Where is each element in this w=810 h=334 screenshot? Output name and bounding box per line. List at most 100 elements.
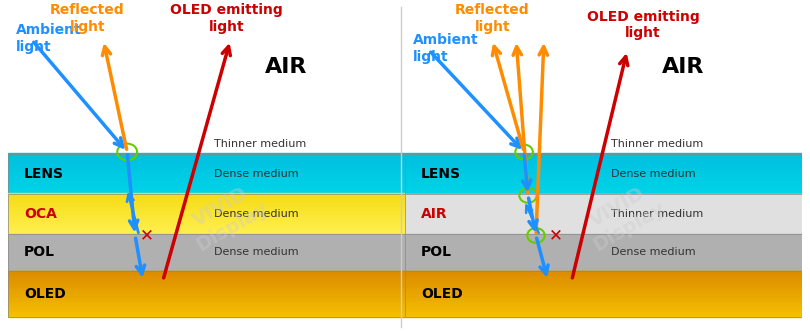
- Bar: [8, 179, 405, 180]
- Bar: [8, 159, 405, 160]
- Text: Dense medium: Dense medium: [215, 169, 299, 179]
- Bar: [405, 180, 802, 182]
- Bar: [405, 179, 802, 180]
- Text: POL: POL: [421, 245, 452, 259]
- Bar: [8, 309, 405, 310]
- Text: Thinner medium: Thinner medium: [612, 139, 704, 149]
- Bar: [8, 229, 405, 232]
- Bar: [8, 157, 405, 159]
- Bar: [405, 300, 802, 301]
- Text: OLED: OLED: [421, 287, 463, 301]
- Bar: [8, 171, 405, 172]
- Bar: [405, 307, 802, 308]
- Bar: [8, 156, 405, 158]
- Bar: [8, 205, 405, 208]
- Bar: [405, 292, 802, 293]
- Bar: [405, 303, 802, 304]
- Bar: [8, 160, 405, 162]
- Text: Reflected
light: Reflected light: [50, 3, 125, 33]
- Bar: [405, 282, 802, 283]
- Bar: [405, 167, 802, 168]
- Bar: [8, 280, 405, 281]
- Bar: [8, 291, 405, 292]
- Bar: [405, 183, 802, 184]
- Bar: [405, 169, 802, 171]
- Bar: [8, 211, 405, 214]
- Bar: [405, 194, 802, 234]
- Bar: [8, 153, 405, 155]
- Bar: [8, 195, 405, 198]
- Bar: [405, 295, 802, 296]
- Bar: [8, 299, 405, 300]
- Bar: [8, 276, 405, 277]
- Bar: [405, 168, 802, 170]
- Bar: [405, 308, 802, 309]
- Bar: [8, 188, 405, 190]
- Text: ✕: ✕: [549, 226, 563, 244]
- Bar: [8, 285, 405, 286]
- Bar: [405, 275, 802, 276]
- Bar: [405, 165, 802, 167]
- Bar: [405, 306, 802, 307]
- Text: Ambient
light: Ambient light: [16, 23, 82, 53]
- Bar: [8, 289, 405, 290]
- Bar: [405, 163, 802, 164]
- Bar: [8, 221, 405, 224]
- Bar: [8, 225, 405, 228]
- Bar: [405, 272, 802, 273]
- Bar: [8, 184, 405, 186]
- Bar: [405, 161, 802, 163]
- Bar: [405, 316, 802, 317]
- Bar: [405, 284, 802, 285]
- Bar: [8, 281, 405, 282]
- Bar: [8, 313, 405, 314]
- Bar: [8, 183, 405, 184]
- Bar: [8, 286, 405, 287]
- Bar: [405, 154, 802, 194]
- Bar: [8, 199, 405, 202]
- Text: VIVID
Display: VIVID Display: [578, 179, 668, 255]
- Bar: [405, 279, 802, 280]
- Bar: [405, 159, 802, 160]
- Bar: [8, 274, 405, 275]
- Bar: [405, 192, 802, 194]
- Bar: [8, 290, 405, 291]
- Bar: [405, 278, 802, 279]
- Bar: [8, 304, 405, 305]
- Bar: [405, 309, 802, 310]
- Text: OLED emitting
light: OLED emitting light: [586, 10, 700, 40]
- Bar: [405, 276, 802, 277]
- Bar: [405, 175, 802, 176]
- Bar: [8, 197, 405, 200]
- Bar: [405, 311, 802, 312]
- Text: Dense medium: Dense medium: [612, 247, 696, 257]
- Bar: [8, 163, 405, 164]
- Bar: [405, 171, 802, 172]
- Bar: [8, 293, 405, 294]
- Bar: [8, 180, 405, 182]
- Bar: [405, 296, 802, 297]
- Bar: [8, 302, 405, 303]
- Bar: [405, 305, 802, 306]
- Bar: [405, 185, 802, 187]
- Bar: [8, 209, 405, 212]
- Bar: [405, 188, 802, 190]
- Bar: [8, 308, 405, 309]
- Bar: [405, 181, 802, 183]
- Bar: [8, 187, 405, 188]
- Bar: [405, 234, 802, 271]
- Bar: [8, 203, 405, 206]
- Bar: [405, 304, 802, 305]
- Bar: [8, 288, 405, 289]
- Text: Dense medium: Dense medium: [612, 169, 696, 179]
- Bar: [8, 213, 405, 216]
- Text: Ambient
light: Ambient light: [413, 33, 479, 63]
- Text: Thinner medium: Thinner medium: [215, 139, 307, 149]
- Bar: [8, 227, 405, 230]
- Bar: [8, 292, 405, 293]
- Bar: [8, 306, 405, 307]
- Text: OLED emitting
light: OLED emitting light: [170, 3, 283, 33]
- Bar: [405, 297, 802, 298]
- Text: AIR: AIR: [662, 57, 704, 77]
- Bar: [8, 310, 405, 311]
